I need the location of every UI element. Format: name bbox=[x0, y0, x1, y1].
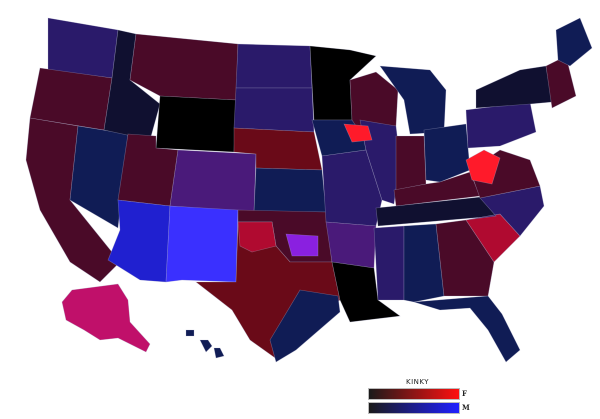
legend-ramp-female bbox=[368, 388, 460, 400]
region-alabama bbox=[403, 223, 445, 303]
region-maine bbox=[555, 17, 593, 67]
region-north-carolina bbox=[465, 185, 545, 237]
legend-label-male: M bbox=[462, 403, 470, 412]
region-west-virginia bbox=[465, 149, 501, 185]
region-hawaii bbox=[185, 329, 225, 359]
region-mississippi bbox=[373, 225, 405, 301]
region-florida bbox=[413, 295, 521, 363]
legend-title: KINKY bbox=[406, 378, 430, 386]
region-illinois bbox=[359, 119, 401, 205]
map-regions bbox=[25, 17, 593, 363]
region-louisiana bbox=[331, 261, 401, 323]
region-washington bbox=[47, 17, 119, 79]
region-colorado bbox=[169, 149, 257, 213]
region-south-dakota bbox=[233, 87, 315, 133]
region-ohio bbox=[423, 123, 471, 183]
region-new-mexico bbox=[165, 205, 239, 283]
region-montana bbox=[129, 33, 239, 101]
region-kansas bbox=[253, 167, 327, 213]
legend-ramp-male bbox=[368, 402, 460, 414]
region-north-dakota bbox=[235, 43, 313, 89]
legend-label-female: F bbox=[462, 389, 467, 398]
region-georgia bbox=[435, 219, 495, 297]
region-alaska bbox=[61, 283, 151, 353]
region-pennsylvania bbox=[465, 101, 537, 149]
region-new-york bbox=[475, 65, 553, 109]
region-arkansas-violet bbox=[285, 233, 319, 257]
region-texas-panhandle bbox=[237, 221, 277, 253]
region-texas-east bbox=[269, 289, 341, 363]
map-legend: KINKY F M bbox=[368, 378, 478, 418]
region-iowa-hotspot bbox=[343, 123, 373, 143]
region-wyoming bbox=[155, 95, 237, 153]
region-arkansas bbox=[325, 221, 377, 269]
region-indiana bbox=[395, 135, 427, 191]
